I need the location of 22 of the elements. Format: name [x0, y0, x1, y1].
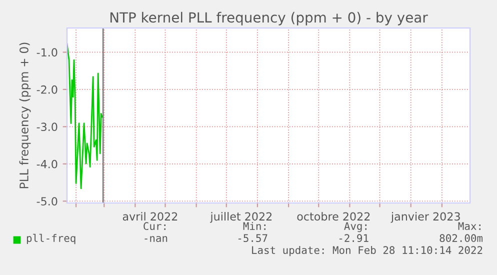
line-series [67, 42, 103, 190]
text: Avg: [344, 222, 366, 232]
text: Max: [458, 222, 480, 230]
text: Last update: Mon Feb 28 11:10:14 2022 [252, 246, 482, 256]
x-tick-label: octobre 2022 [297, 212, 370, 221]
text: -5.57 [238, 234, 268, 242]
chart-title: NTP kernel PLL frequency (ppm + 0) - by year [110, 12, 428, 26]
text: -2.91 [339, 234, 368, 242]
y-tick-label: -5.0 [36, 197, 58, 206]
x-tick-label: juillet 2022 [210, 212, 272, 223]
y-axis-title: PLL frequency (ppm + 0) [19, 42, 31, 188]
y-tick-label: -3.0 [36, 122, 58, 132]
text: -nan [144, 236, 168, 242]
x-tick-label: janvier 2023 [390, 212, 460, 223]
y-tick-label: -1.0 [36, 48, 58, 57]
text: Cur: [144, 222, 166, 230]
text: 802.00m [440, 234, 483, 242]
text: Min: [243, 222, 266, 230]
y-tick-label: -4.0 [36, 160, 58, 168]
legend-label: pll-freq [26, 234, 76, 244]
x-tick-label: avril 2022 [122, 212, 178, 221]
y-tick-label: -2.0 [36, 85, 58, 94]
